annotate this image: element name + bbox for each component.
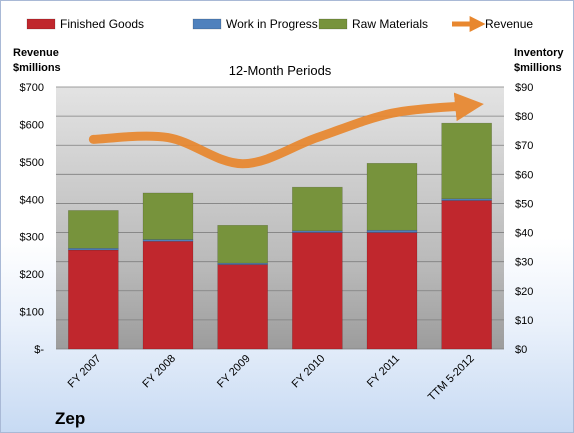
right-axis-tick-label: $70 (515, 140, 533, 152)
left-axis-tick-label: $700 (20, 82, 44, 94)
bar-segment (292, 230, 343, 233)
bar-segment (68, 210, 119, 249)
bar-segment (142, 241, 194, 350)
legend-label: Finished Goods (60, 17, 144, 31)
bar-segment (366, 229, 418, 233)
left-axis-title-line1: Revenue (13, 47, 59, 59)
right-axis-tick-label: $0 (515, 344, 527, 356)
legend-label: Revenue (485, 17, 533, 31)
company-name: Zep (55, 409, 85, 428)
left-axis-tick-label: $300 (20, 232, 44, 244)
x-axis-category-label: FY 2010 (290, 353, 328, 391)
bar-segment (441, 200, 492, 350)
bar-segment (366, 163, 418, 231)
legend-label: Raw Materials (352, 17, 428, 31)
revenue-line (88, 92, 484, 169)
right-axis-title-line1: Inventory (514, 47, 564, 59)
left-axis-tick-label: $200 (20, 269, 44, 281)
bar-segment (292, 232, 343, 350)
legend-swatch (318, 18, 348, 30)
x-axis-category-label: FY 2011 (365, 353, 402, 390)
left-axis-title-line2: $millions (13, 62, 61, 74)
left-axis-tick-label: $100 (20, 307, 44, 319)
legend-swatch (26, 18, 56, 30)
legend-label: Work in Progress (226, 17, 318, 31)
bar-segment (68, 248, 119, 251)
bar-segment (441, 198, 492, 201)
right-axis-tick-label: $50 (515, 198, 533, 210)
x-axis-category-label: FY 2009 (215, 353, 253, 391)
x-axis-category-label: FY 2008 (140, 353, 178, 391)
x-axis-category-label: TTM 5-2012 (426, 353, 477, 404)
bar-segment (68, 249, 119, 350)
bar-segment (441, 122, 492, 200)
left-axis-tick-label: $500 (20, 157, 44, 169)
legend-swatch (192, 18, 222, 30)
bar-segment (142, 192, 194, 240)
left-axis-tick-label: $600 (20, 119, 44, 131)
right-axis-title-line2: $millions (514, 62, 562, 74)
plot-area (56, 87, 504, 349)
right-axis-tick-label: $20 (515, 286, 533, 298)
bar-segment (217, 264, 268, 350)
x-axis-category-label: FY 2007 (66, 353, 104, 391)
right-axis-tick-label: $60 (515, 169, 533, 181)
chart-title: 12-Month Periods (229, 63, 332, 78)
right-axis-tick-label: $80 (515, 111, 533, 123)
left-axis-tick-label: $400 (20, 194, 44, 206)
left-axis-tick-label: $- (34, 344, 44, 356)
bar-segment (292, 186, 343, 232)
bar-segment (366, 232, 418, 350)
right-axis-tick-label: $10 (515, 315, 533, 327)
bar-segment (217, 225, 268, 264)
right-axis-tick-label: $90 (515, 82, 533, 94)
bar-segment (142, 239, 194, 242)
right-axis-tick-label: $40 (515, 228, 533, 240)
right-axis-tick-label: $30 (515, 257, 533, 269)
